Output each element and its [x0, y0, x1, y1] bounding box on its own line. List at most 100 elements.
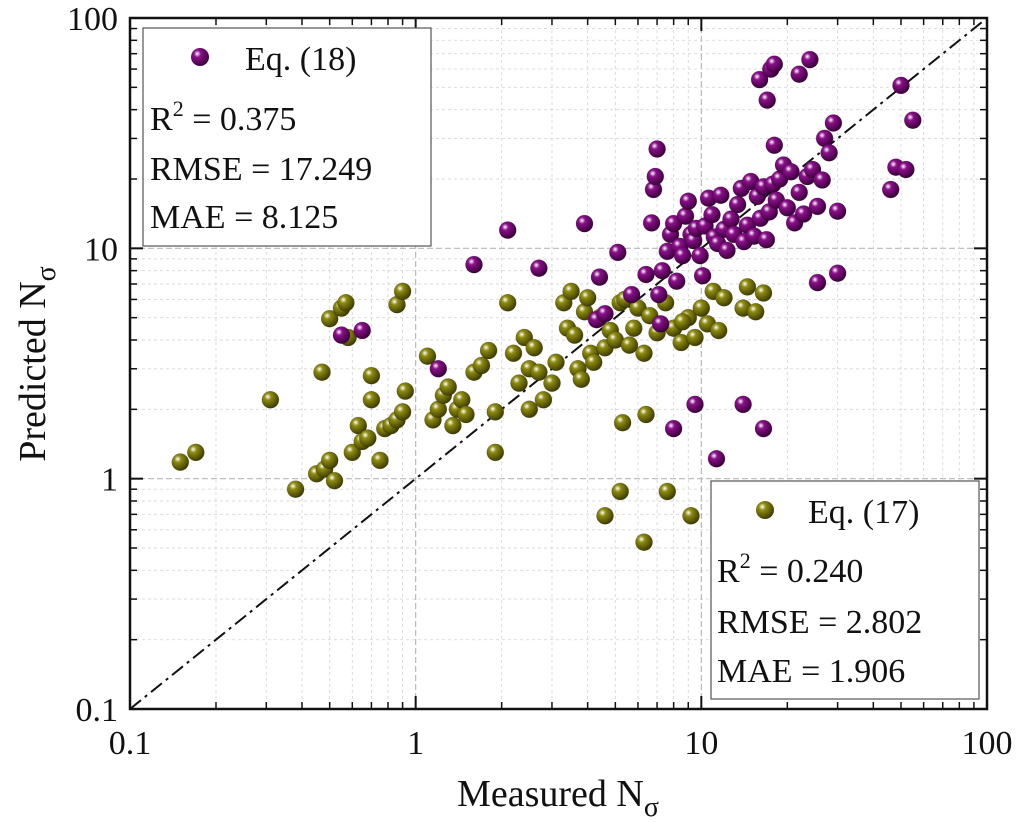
- eq18-point: [757, 230, 776, 249]
- eq18-point: [808, 273, 827, 292]
- eq18-point: [664, 419, 683, 438]
- eq17-point: [371, 451, 389, 470]
- eq18-point: [590, 268, 609, 286]
- eq18-point: [758, 91, 777, 109]
- eq18-point: [465, 255, 483, 274]
- eq17-point: [343, 443, 362, 462]
- eq17-point: [286, 480, 305, 499]
- eq18-point: [778, 199, 797, 217]
- legend-stat-r2: R2 = 0.240: [717, 548, 863, 590]
- eq18-point: [653, 261, 672, 280]
- legend-box: [142, 27, 432, 247]
- eq17-point: [686, 328, 704, 347]
- y-tick-label: 10: [84, 231, 118, 268]
- eq18-point: [703, 205, 721, 224]
- eq18-point: [637, 265, 655, 284]
- eq17-point: [187, 443, 205, 462]
- eq17-point: [746, 302, 765, 321]
- eq18-point: [498, 221, 517, 239]
- eq18-point: [646, 167, 665, 186]
- legend-series-name: Eq. (18): [245, 41, 356, 78]
- legend-series-name: Eq. (17): [808, 494, 919, 531]
- eq18-point: [608, 243, 627, 262]
- eq17-point: [530, 363, 548, 382]
- eq17-point: [520, 400, 539, 419]
- eq17-point: [673, 312, 692, 331]
- eq17-point: [682, 506, 700, 525]
- eq17-point: [439, 378, 458, 396]
- legend-marker: [756, 501, 774, 519]
- eq17-point: [396, 382, 415, 400]
- eq18-point: [801, 50, 819, 69]
- x-tick-label: 100: [962, 725, 1013, 762]
- data-points: [171, 50, 922, 552]
- eq18-point: [707, 449, 726, 468]
- eq17-point: [320, 309, 339, 328]
- eq18-point: [718, 241, 736, 260]
- eq18-point: [596, 304, 614, 323]
- y-tick-label: 1: [101, 462, 118, 499]
- legend-eq18: Eq. (18) R2 = 0.375 RMSE = 17.249 MAE = …: [142, 27, 432, 247]
- y-tick-label: 0.1: [76, 692, 119, 729]
- eq17-point: [362, 366, 381, 385]
- eq18-point: [667, 272, 686, 291]
- eq17-point: [534, 390, 553, 409]
- eq17-point: [562, 282, 580, 301]
- eq17-point: [572, 370, 591, 389]
- eq17-point: [358, 429, 377, 447]
- eq18-point: [642, 214, 661, 232]
- eq18-point: [790, 65, 809, 83]
- eq18-point: [530, 259, 548, 278]
- axis-ticks: 0.1 1 10 100 0.1 1 10 100: [67, 1, 1013, 762]
- eq18-point: [750, 70, 769, 89]
- legend-stat-mae: MAE = 1.906: [717, 653, 905, 690]
- eq18-point: [651, 315, 670, 333]
- eq17-point: [393, 403, 412, 421]
- eq17-point: [543, 374, 561, 392]
- eq18-point: [808, 197, 827, 216]
- eq18-point: [903, 111, 922, 129]
- plot-frame: [128, 16, 989, 711]
- eq18-point: [892, 76, 910, 95]
- eq17-point: [635, 344, 653, 363]
- eq18-point: [686, 395, 704, 414]
- eq17-point: [444, 416, 462, 435]
- legend-eq17: Eq. (17) R2 = 0.240 RMSE = 2.802 MAE = 1…: [710, 480, 980, 700]
- eq17-point: [171, 453, 190, 471]
- y-tick-label: 100: [67, 1, 118, 38]
- eq18-point: [897, 160, 915, 179]
- legend-stat-r2: R2 = 0.375: [150, 96, 296, 138]
- eq17-point: [504, 344, 523, 363]
- eq17-point: [715, 288, 733, 307]
- eq17-point: [611, 482, 630, 501]
- eq18-point: [813, 171, 832, 189]
- eq17-point: [325, 471, 344, 490]
- eq18-point: [782, 163, 800, 181]
- eq18-point: [794, 205, 813, 223]
- eq17-point: [320, 451, 339, 470]
- legend-stat-rmse: RMSE = 17.249: [150, 151, 372, 188]
- eq18-point: [765, 136, 784, 155]
- eq17-point: [709, 321, 728, 340]
- eq18-point: [693, 266, 712, 285]
- eq17-point: [457, 405, 475, 424]
- legend-marker: [191, 48, 209, 66]
- eq17-point: [658, 482, 677, 501]
- eq17-point: [498, 293, 517, 312]
- x-axis-label: Measured Nσ: [457, 773, 659, 822]
- eq18-point: [734, 395, 752, 414]
- legend-stat-rmse: RMSE = 2.802: [717, 604, 922, 641]
- eq17-point: [510, 374, 528, 392]
- eq17-point: [261, 390, 280, 409]
- eq17-point: [418, 347, 437, 366]
- eq17-point: [486, 443, 505, 462]
- eq18-point: [679, 192, 698, 211]
- eq17-point: [479, 341, 498, 360]
- eq17-point: [525, 338, 544, 357]
- eq17-point: [313, 363, 331, 382]
- eq18-point: [691, 246, 709, 265]
- eq18-point: [622, 285, 641, 304]
- y-axis-label: Predicted Nσ: [12, 266, 62, 462]
- eq17-point: [362, 390, 381, 409]
